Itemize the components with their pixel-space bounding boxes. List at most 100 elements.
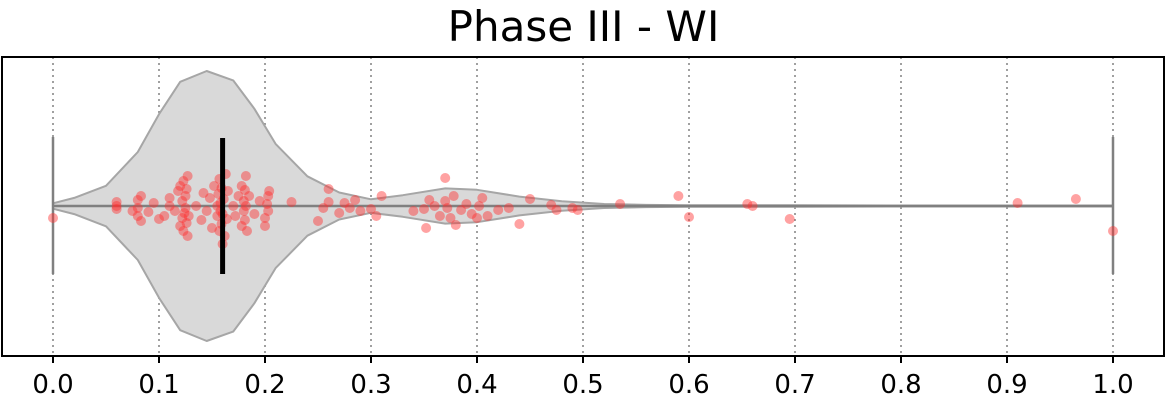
data-point [260, 221, 270, 231]
data-point [456, 205, 467, 215]
data-point [182, 231, 193, 241]
data-point [228, 201, 239, 211]
data-point [136, 216, 146, 226]
data-point [551, 205, 562, 215]
x-tick-label: 0.0 [32, 370, 73, 400]
data-point [366, 204, 376, 214]
data-point [493, 205, 504, 215]
data-point [164, 193, 175, 203]
data-point [263, 191, 274, 201]
data-point [111, 197, 122, 207]
data-point [154, 214, 164, 224]
data-point [173, 186, 184, 196]
x-tick-label: 0.7 [774, 370, 815, 400]
data-point [440, 173, 451, 183]
data-point [263, 206, 274, 216]
data-point [240, 171, 251, 181]
data-point [572, 205, 583, 215]
data-point [233, 191, 244, 201]
data-point [178, 176, 189, 186]
data-point [1108, 226, 1118, 236]
data-point [182, 171, 193, 181]
data-point [111, 204, 122, 214]
data-point [236, 181, 247, 191]
data-point [181, 184, 192, 194]
data-point [191, 201, 202, 211]
data-point [445, 213, 456, 223]
data-point [183, 211, 194, 221]
data-point [784, 214, 795, 224]
data-point [179, 208, 190, 218]
x-tick-label: 0.8 [880, 370, 921, 400]
data-point [472, 213, 482, 223]
data-point [424, 195, 435, 205]
data-point [249, 209, 260, 219]
data-point [1070, 194, 1081, 204]
data-point [334, 208, 345, 218]
data-point [567, 203, 578, 213]
data-point [242, 226, 252, 236]
x-tick-label: 0.2 [244, 370, 285, 400]
data-point [262, 199, 273, 209]
data-point [339, 198, 350, 208]
data-point [461, 199, 472, 209]
data-point [236, 221, 247, 231]
data-point [419, 204, 429, 214]
data-point [254, 196, 265, 206]
x-tick-label: 0.3 [350, 370, 391, 400]
x-tick-label: 0.6 [668, 370, 709, 400]
data-point [132, 203, 143, 213]
data-point [196, 215, 207, 225]
data-point [421, 223, 432, 233]
data-point [175, 181, 186, 191]
data-point [178, 226, 189, 236]
data-point [164, 201, 175, 211]
data-point [222, 186, 233, 196]
x-tick-label: 0.4 [456, 370, 497, 400]
data-point [180, 191, 191, 201]
data-point [440, 196, 451, 206]
data-point [239, 185, 250, 195]
data-point [180, 203, 191, 213]
data-point [212, 201, 223, 211]
data-point [136, 191, 146, 201]
data-point [239, 215, 250, 225]
jitter-points [48, 169, 1118, 249]
data-point [371, 211, 382, 221]
data-point [181, 218, 192, 228]
data-point [143, 207, 154, 217]
data-point [344, 203, 355, 213]
data-point [111, 201, 122, 211]
data-point [127, 206, 138, 216]
data-point [240, 201, 251, 211]
data-point [204, 193, 215, 203]
data-point [434, 211, 445, 221]
data-point [48, 213, 58, 223]
data-point [177, 196, 188, 206]
data-point [238, 196, 249, 206]
data-point [230, 211, 241, 221]
data-point [503, 203, 514, 213]
data-point [742, 199, 753, 209]
data-point [482, 211, 493, 221]
x-axis: 0.0 0.1 0.2 0.3 0.4 0.5 0.6 0.7 0.8 0.9 1.0 [32, 356, 1134, 400]
data-point [477, 193, 488, 203]
data-point [514, 219, 525, 229]
data-point [313, 216, 323, 226]
data-point [323, 184, 334, 194]
data-point [546, 200, 557, 210]
data-point [474, 201, 485, 211]
data-point [615, 199, 626, 209]
data-point [355, 206, 366, 216]
data-point [244, 191, 255, 201]
data-point [264, 186, 275, 196]
data-point [198, 188, 209, 198]
data-point [450, 220, 461, 230]
data-point [684, 212, 694, 222]
x-tick-label: 0.9 [986, 370, 1027, 400]
data-point [238, 206, 249, 216]
data-point [148, 198, 159, 208]
data-point [408, 206, 419, 216]
data-point [429, 201, 440, 211]
